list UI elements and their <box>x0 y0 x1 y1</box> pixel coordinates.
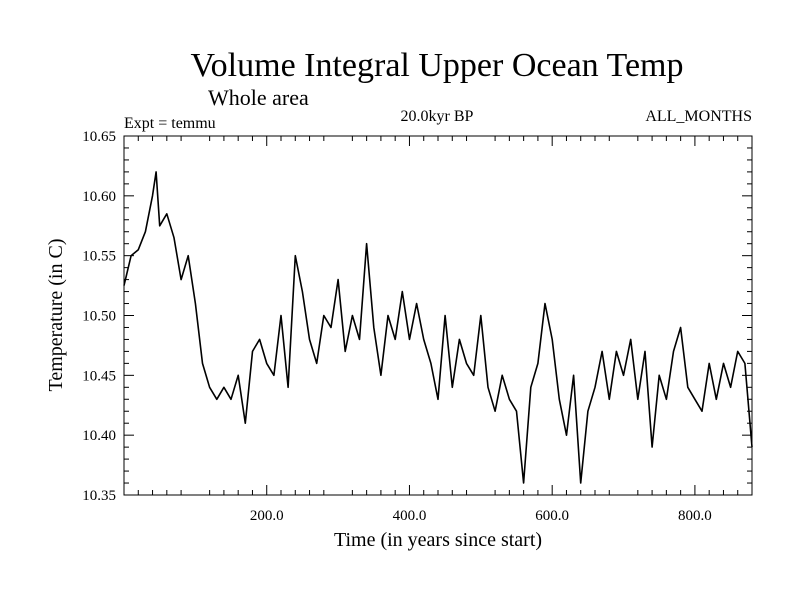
y-tick-label: 10.35 <box>82 488 116 504</box>
x-axis: 200.0 400.0 600.0 800.0 <box>137 136 739 524</box>
y-tick-label: 10.50 <box>82 309 116 325</box>
x-axis-label: Time (in years since start) <box>334 529 542 551</box>
y-tick-label: 10.55 <box>82 249 116 265</box>
x-tick-label: 200.0 <box>250 508 284 524</box>
x-tick-label: 600.0 <box>535 508 569 524</box>
plot-frame <box>123 135 753 496</box>
x-tick-label: 800.0 <box>678 508 712 524</box>
chart-title: Volume Integral Upper Ocean Temp <box>191 47 684 84</box>
period-label: 20.0kyr BP <box>401 108 474 125</box>
chart-subtitle: Whole area <box>208 85 309 110</box>
months-label: ALL_MONTHS <box>645 108 752 125</box>
series-layer <box>123 171 753 484</box>
experiment-label: Expt = temmu <box>124 115 216 132</box>
y-tick-label: 10.40 <box>82 428 116 444</box>
series-line <box>123 171 753 484</box>
y-axis: 10.35 10.40 10.45 10.50 10.55 10.60 10.65 <box>82 129 752 504</box>
y-tick-label: 10.65 <box>82 129 116 145</box>
y-tick-label: 10.45 <box>82 368 116 384</box>
y-tick-label: 10.60 <box>82 189 116 205</box>
y-axis-label: Temperature (in C) <box>45 239 67 392</box>
x-tick-label: 400.0 <box>393 508 427 524</box>
